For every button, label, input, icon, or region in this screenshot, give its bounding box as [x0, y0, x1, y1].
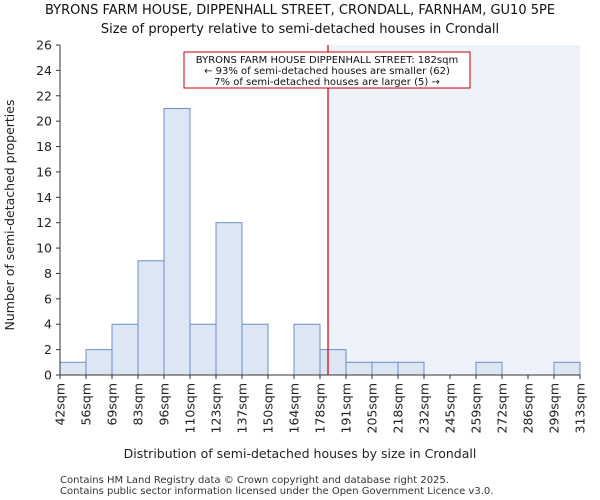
x-tick-label: 313sqm — [573, 383, 588, 433]
x-tick-label: 232sqm — [417, 383, 432, 433]
y-tick-label: 0 — [44, 368, 52, 383]
y-tick-label: 14 — [36, 190, 52, 205]
x-tick-label: 164sqm — [287, 383, 302, 433]
histogram-bar — [319, 349, 347, 376]
x-tick-label: 56sqm — [79, 383, 94, 426]
x-tick-label: 245sqm — [443, 383, 458, 433]
y-tick-label: 26 — [36, 38, 52, 53]
x-tick-label: 110sqm — [183, 383, 198, 433]
x-tick-label: 299sqm — [547, 383, 562, 433]
y-tick-label: 20 — [36, 114, 52, 129]
annotation-line-3: 7% of semi-detached houses are larger (5… — [214, 77, 440, 88]
y-tick-label: 12 — [36, 215, 52, 230]
x-tick-label: 42sqm — [53, 383, 68, 426]
annotation-box — [183, 51, 471, 89]
x-tick-label: 191sqm — [339, 383, 354, 433]
y-tick-label: 24 — [36, 63, 52, 78]
histogram-bar — [59, 361, 87, 376]
x-tick-label: 137sqm — [235, 383, 250, 433]
x-tick-label: 83sqm — [131, 383, 146, 426]
histogram-bar — [371, 361, 399, 376]
chart-title: BYRONS FARM HOUSE, DIPPENHALL STREET, CR… — [45, 3, 555, 18]
y-tick-label: 2 — [44, 342, 52, 357]
x-tick-label: 259sqm — [469, 383, 484, 433]
footer-line-1: Contains HM Land Registry data © Crown c… — [60, 475, 449, 486]
y-tick-label: 22 — [36, 88, 52, 103]
larger-region-shade — [328, 45, 580, 375]
histogram-bar — [137, 260, 165, 376]
x-tick-label: 69sqm — [105, 383, 120, 426]
histogram-bar — [293, 323, 321, 376]
footer-line-2: Contains public sector information licen… — [60, 486, 493, 497]
x-axis-label: Distribution of semi-detached houses by … — [124, 446, 477, 461]
x-tick-label: 96sqm — [157, 383, 172, 426]
y-tick-label: 6 — [44, 291, 52, 306]
x-tick-label: 178sqm — [313, 383, 328, 433]
x-tick-label: 218sqm — [391, 383, 406, 433]
histogram-bar — [241, 323, 269, 376]
x-tick-label: 150sqm — [261, 383, 276, 433]
x-tick-label: 286sqm — [521, 383, 536, 433]
histogram-bar — [397, 361, 425, 376]
histogram-bar — [553, 361, 581, 376]
x-tick-label: 272sqm — [495, 383, 510, 433]
histogram-bar — [111, 323, 139, 376]
y-tick-label: 18 — [36, 139, 52, 154]
x-tick-label: 205sqm — [365, 383, 380, 433]
histogram-bar — [475, 361, 503, 376]
y-tick-label: 10 — [36, 241, 52, 256]
chart-subtitle: Size of property relative to semi-detach… — [101, 22, 499, 37]
histogram-bar — [189, 323, 217, 376]
annotation-line-2: ← 93% of semi-detached houses are smalle… — [204, 66, 450, 77]
histogram-bar — [345, 361, 373, 376]
y-tick-label: 4 — [44, 317, 52, 332]
annotation-line-1: BYRONS FARM HOUSE DIPPENHALL STREET: 182… — [196, 55, 458, 66]
histogram-bar — [163, 107, 191, 376]
x-tick-label: 123sqm — [209, 383, 224, 433]
y-tick-label: 8 — [44, 266, 52, 281]
y-axis-label: Number of semi-detached properties — [2, 100, 17, 331]
histogram-bar — [215, 222, 243, 376]
histogram-bar — [85, 349, 113, 376]
y-tick-label: 16 — [36, 164, 52, 179]
